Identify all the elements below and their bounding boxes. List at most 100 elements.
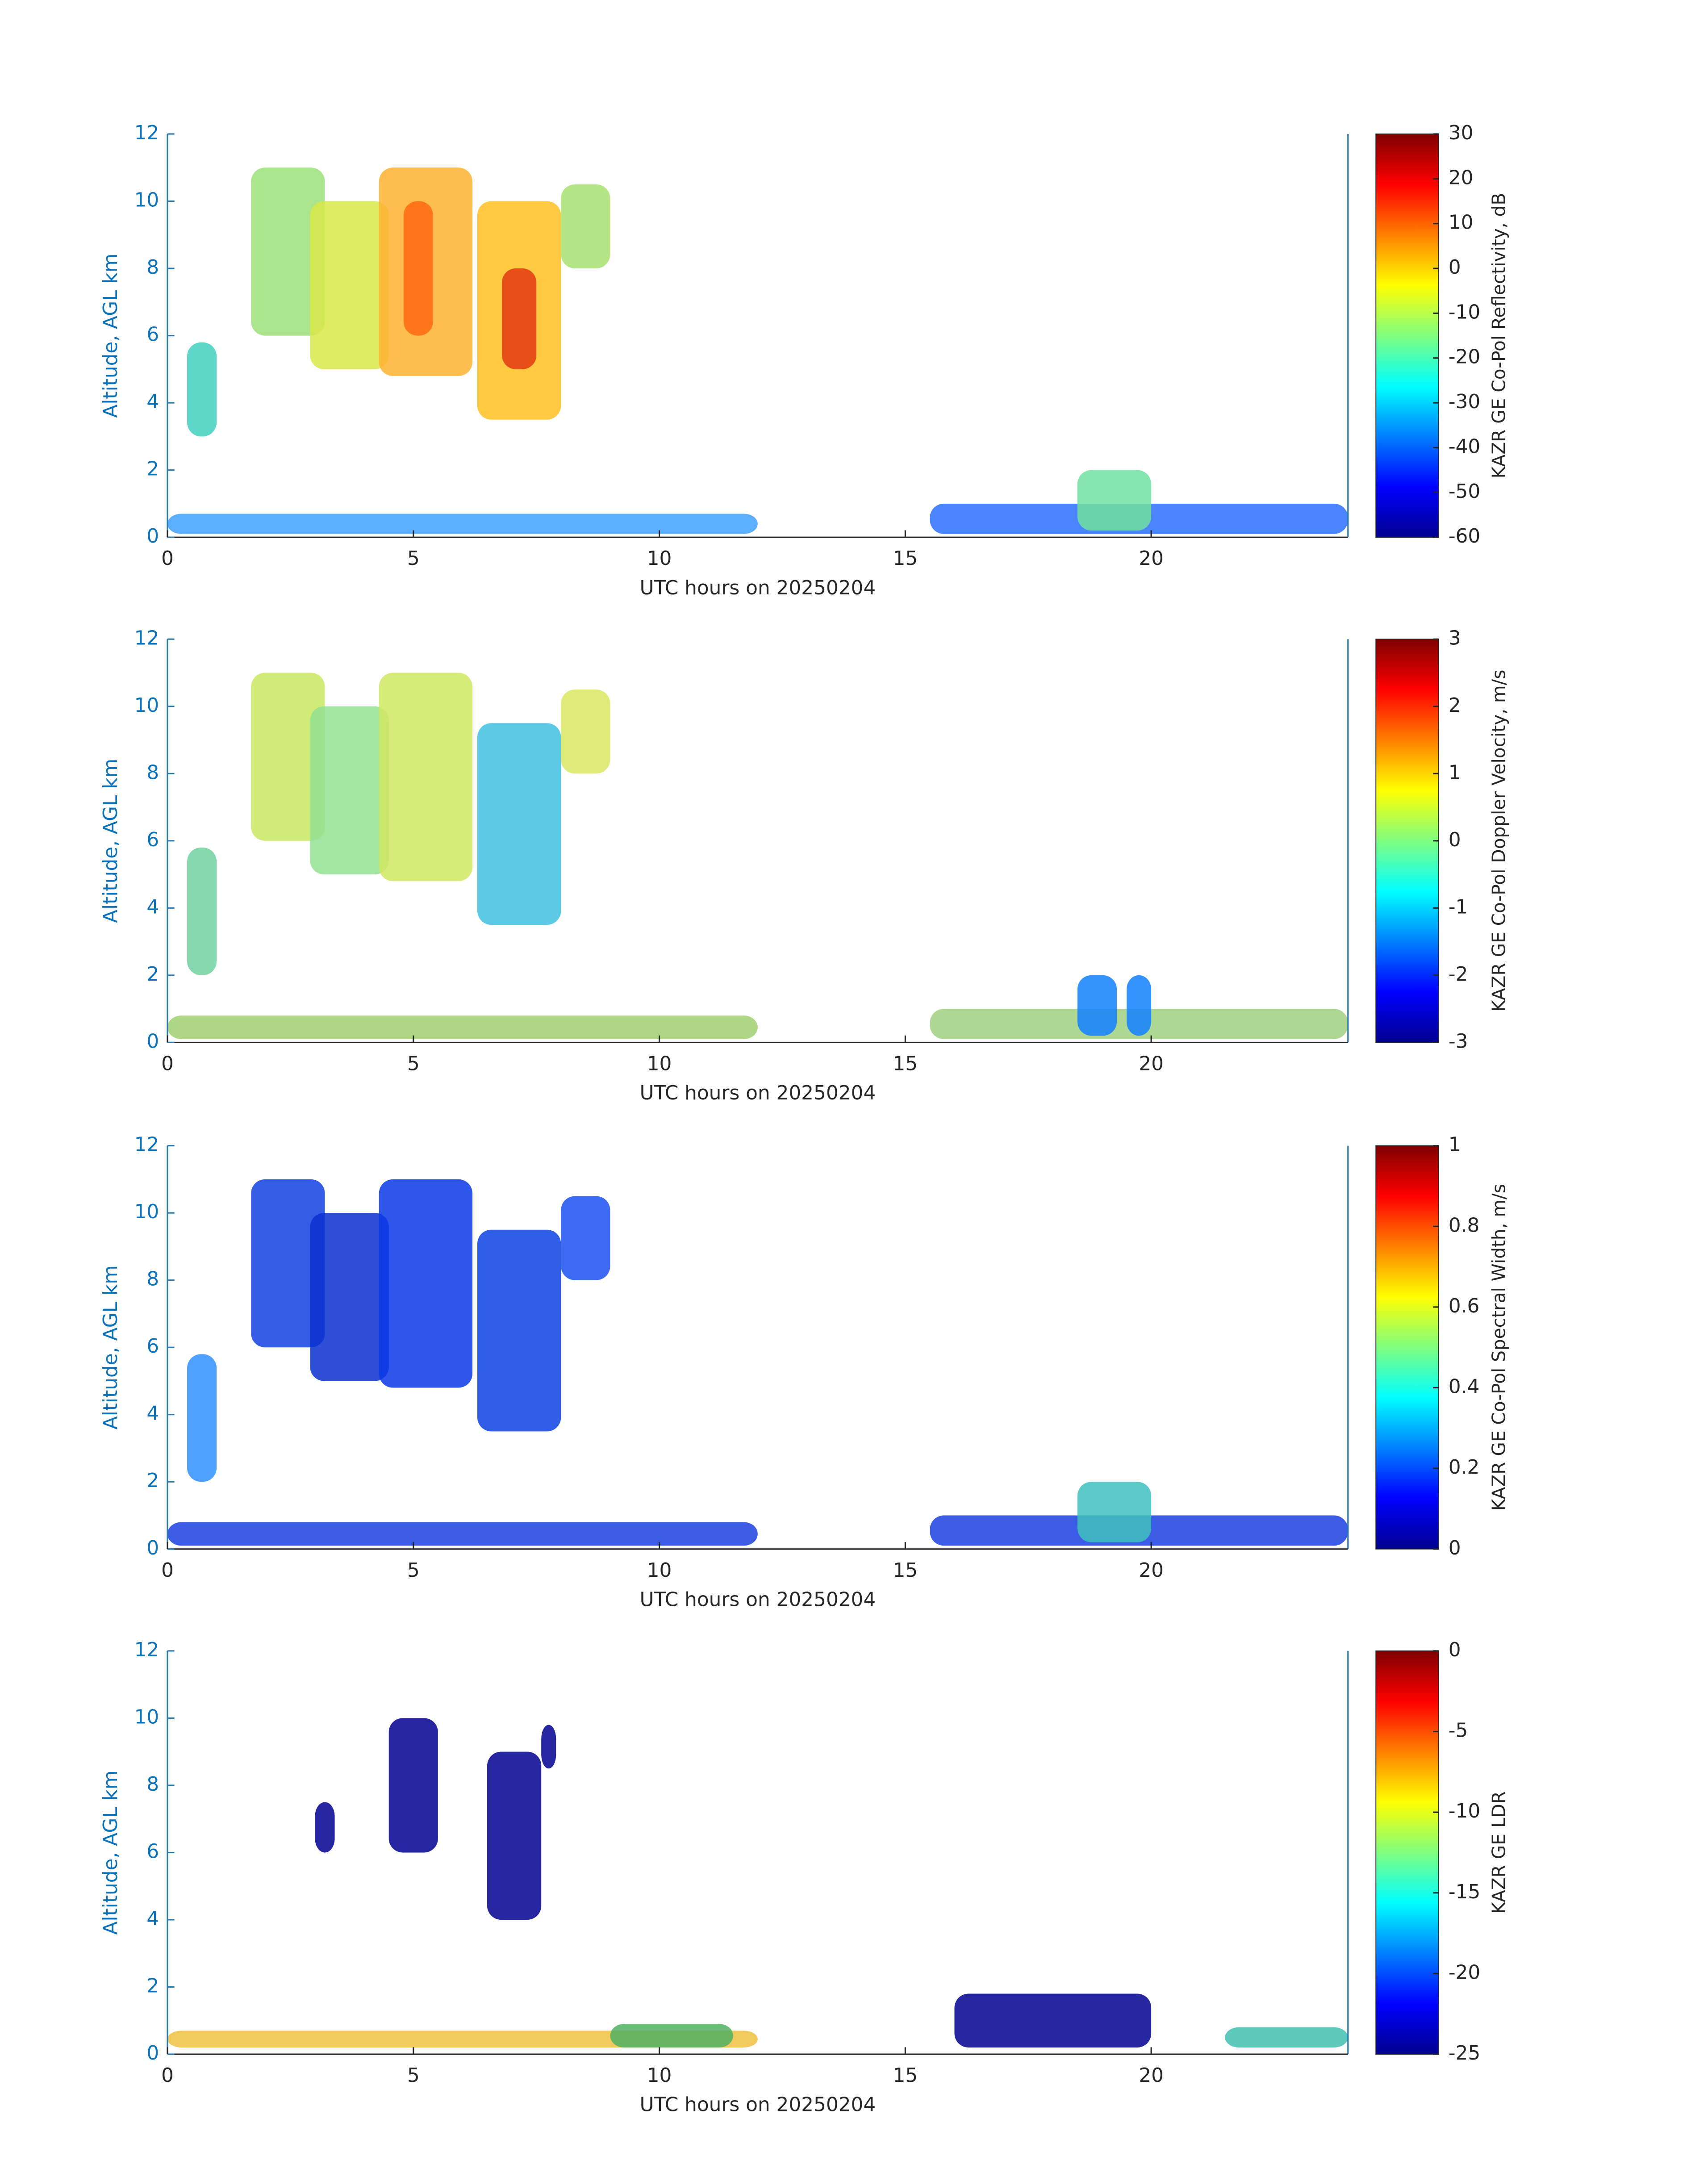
x-tick-label: 10 (647, 2064, 672, 2087)
y-tick-label: 8 (146, 256, 159, 279)
colorbar-tick-label: 2 (1449, 694, 1461, 717)
echo-region (167, 1015, 758, 1039)
echo-region (954, 1993, 1152, 2047)
colorbar (1375, 1145, 1439, 1550)
colorbar-tick-label: -20 (1449, 1961, 1480, 1984)
x-tick-label: 0 (161, 2064, 174, 2087)
y-tick-label: 0 (146, 525, 159, 547)
x-axis-label: UTC hours on 20250204 (640, 1588, 876, 1611)
x-tick-label: 10 (647, 1052, 672, 1075)
y-axis-label: Altitude, AGL km (99, 1265, 122, 1429)
colorbar-tick-label: -2 (1449, 963, 1468, 986)
colorbar (1375, 134, 1439, 538)
colorbar-tick-label: -15 (1449, 1880, 1480, 1903)
x-tick-label: 0 (161, 1052, 174, 1075)
colorbar-tick-label: -30 (1449, 390, 1480, 413)
echo-region (1127, 975, 1152, 1036)
y-tick-label: 6 (146, 1335, 159, 1358)
y-tick-label: 6 (146, 828, 159, 851)
echo-region (167, 1522, 758, 1546)
x-tick-label: 5 (407, 1052, 420, 1075)
echo-region (561, 1196, 610, 1280)
echo-region (1077, 470, 1152, 531)
y-tick-label: 0 (146, 1030, 159, 1053)
x-tick-label: 10 (647, 547, 672, 570)
colorbar-tick-label: 1 (1449, 1133, 1461, 1156)
colorbar-tick-label: 0.8 (1449, 1214, 1480, 1237)
echo-region (502, 268, 537, 369)
x-tick-label: 10 (647, 1559, 672, 1582)
echo-region (1077, 975, 1117, 1036)
y-tick-label: 4 (146, 1907, 159, 1930)
colorbar-label: KAZR GE LDR (1488, 1791, 1509, 1914)
colorbar-tick-label: -10 (1449, 1800, 1480, 1822)
y-tick-label: 4 (146, 895, 159, 918)
echo-region (310, 706, 389, 875)
colorbar-tick-label: 20 (1449, 166, 1474, 189)
y-axis-label: Altitude, AGL km (99, 254, 122, 418)
x-axis-label: UTC hours on 20250204 (640, 1082, 876, 1104)
y-tick-label: 8 (146, 1268, 159, 1291)
echo-region (477, 723, 561, 925)
echo-region (610, 2024, 733, 2047)
x-tick-label: 15 (893, 2064, 918, 2087)
echo-region (388, 1718, 438, 1853)
echo-region (1077, 1482, 1152, 1542)
y-tick-label: 8 (146, 1773, 159, 1796)
echo-region (403, 201, 433, 336)
x-tick-label: 15 (893, 1052, 918, 1075)
x-tick-label: 5 (407, 547, 420, 570)
y-tick-label: 6 (146, 323, 159, 346)
y-tick-label: 2 (146, 1469, 159, 1492)
y-tick-label: 12 (134, 121, 159, 144)
echo-region (315, 1802, 335, 1853)
y-tick-label: 12 (134, 627, 159, 649)
colorbar-tick-label: 1 (1449, 761, 1461, 784)
x-tick-label: 20 (1139, 1052, 1164, 1075)
echo-region (251, 1179, 325, 1348)
colorbar-tick-label: 0.4 (1449, 1375, 1480, 1398)
echo-region (477, 1229, 561, 1432)
y-tick-label: 6 (146, 1840, 159, 1863)
y-axis-label: Altitude, AGL km (99, 1770, 122, 1935)
colorbar-tick-label: 0 (1449, 1638, 1461, 1661)
colorbar-tick-label: -10 (1449, 301, 1480, 323)
colorbar-tick-label: -50 (1449, 480, 1480, 503)
colorbar-tick-label: 10 (1449, 211, 1474, 234)
x-tick-label: 0 (161, 547, 174, 570)
y-tick-label: 2 (146, 963, 159, 986)
echo-region (310, 1213, 389, 1381)
colorbar (1375, 639, 1439, 1043)
echo-region (187, 847, 217, 975)
colorbar-label: KAZR GE Co-Pol Doppler Velocity, m/s (1488, 670, 1509, 1012)
colorbar-label: KAZR GE Co-Pol Reflectivity, dB (1488, 193, 1509, 479)
y-tick-label: 0 (146, 2042, 159, 2064)
echo-region (167, 514, 758, 534)
echo-region (187, 342, 217, 437)
y-tick-label: 8 (146, 761, 159, 784)
colorbar-tick-label: 30 (1449, 121, 1474, 144)
echo-region (561, 184, 610, 269)
colorbar-tick-label: -40 (1449, 435, 1480, 458)
y-tick-label: 12 (134, 1133, 159, 1156)
x-axis-label: UTC hours on 20250204 (640, 2093, 876, 2116)
y-tick-label: 4 (146, 390, 159, 413)
y-tick-label: 4 (146, 1402, 159, 1425)
colorbar-tick-label: 0.2 (1449, 1456, 1480, 1479)
x-tick-label: 20 (1139, 547, 1164, 570)
y-axis-label: Altitude, AGL km (99, 759, 122, 923)
y-tick-label: 2 (146, 1974, 159, 1997)
echo-region (379, 1179, 472, 1388)
x-tick-label: 5 (407, 2064, 420, 2087)
colorbar (1375, 1650, 1439, 2055)
colorbar-tick-label: 0 (1449, 256, 1461, 279)
y-tick-label: 10 (134, 1200, 159, 1223)
x-tick-label: 15 (893, 547, 918, 570)
x-tick-label: 15 (893, 1559, 918, 1582)
x-tick-label: 0 (161, 1559, 174, 1582)
